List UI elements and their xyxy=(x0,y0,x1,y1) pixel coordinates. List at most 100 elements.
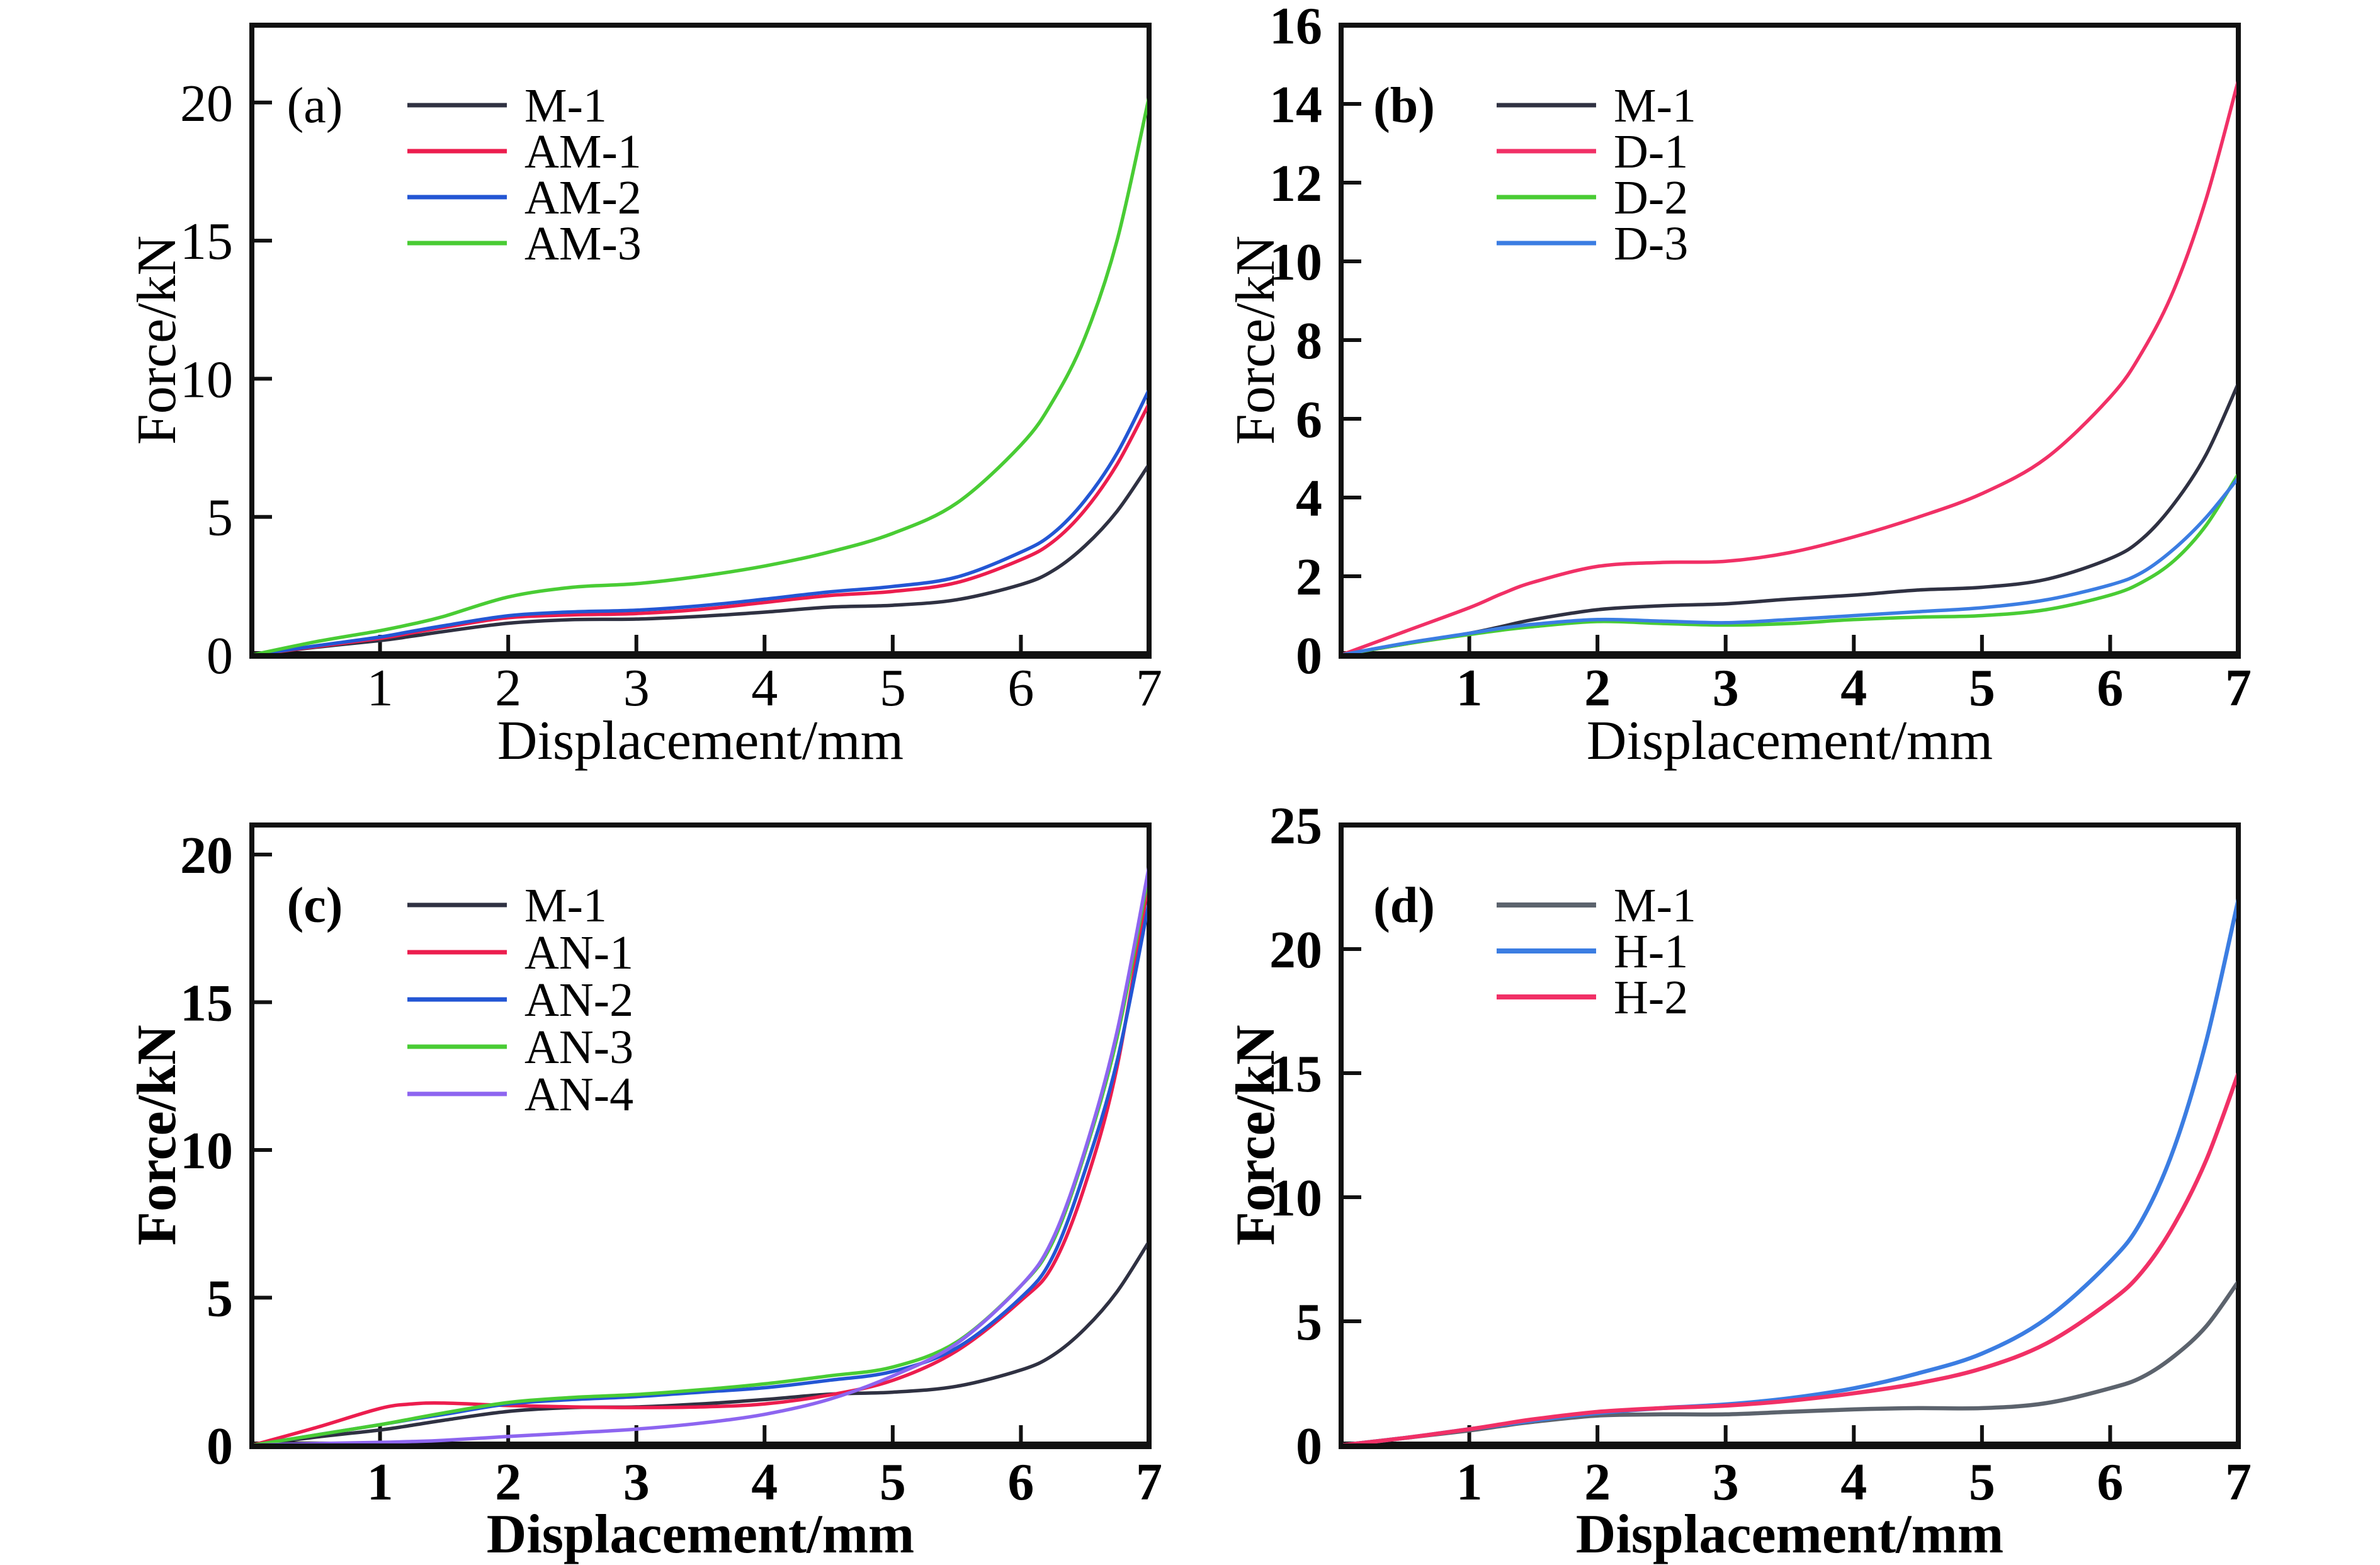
x-tick-label: 7 xyxy=(1136,1453,1162,1511)
x-tick-label: 5 xyxy=(1969,659,1995,717)
panel-b: 1 2 3 4 5 6 7 0 2 4 6 8 10 12 14 16 Displacement/mm Force… xyxy=(1190,0,2380,782)
y-tick-label: 0 xyxy=(207,627,233,685)
x-tick-label: 5 xyxy=(880,1453,906,1511)
legend-label-AM-2: AM-2 xyxy=(524,171,642,224)
panel-a: 1 2 3 4 5 6 7 0 5 10 15 20 Displacement/mm Force/kN (a… xyxy=(0,0,1190,782)
curve-AN-2 xyxy=(254,902,1147,1443)
x-tick-label: 4 xyxy=(1840,1453,1867,1511)
legend-label-AN-2: AN-2 xyxy=(524,974,633,1027)
y-tick-label: 10 xyxy=(1269,1169,1322,1227)
y-tick-label: 14 xyxy=(1269,76,1322,134)
curve-D-2 xyxy=(1343,474,2236,653)
x-tick-label: 6 xyxy=(1007,1453,1034,1511)
x-tick-label: 3 xyxy=(623,659,650,717)
x-tick-label: 1 xyxy=(367,659,394,717)
legend-label-M-1: M-1 xyxy=(1614,79,1696,132)
legend-label-AN-3: AN-3 xyxy=(524,1021,633,1074)
panel-d: 1 2 3 4 5 6 7 0 5 10 15 20 25 Displacement/mm Force/kN… xyxy=(1190,783,2380,1565)
x-tick-label: 3 xyxy=(623,1453,650,1511)
x-tick-label: 5 xyxy=(1969,1453,1995,1511)
legend-label-M-1: M-1 xyxy=(1614,879,1696,932)
legend-label-H-1: H-1 xyxy=(1614,925,1688,978)
plot-frame xyxy=(249,822,1152,1448)
y-tick-label: 20 xyxy=(180,826,233,885)
chart-b: 1 2 3 4 5 6 70246810121416Displacement/mmForce… xyxy=(1225,0,2252,771)
y-tick-label: 5 xyxy=(1296,1293,1322,1352)
plot-frame xyxy=(1339,822,2241,1448)
x-axis-label: Displacement/mm xyxy=(497,710,904,771)
x-axis-label: Displacement/mm xyxy=(1576,1504,2003,1565)
y-tick-label: 12 xyxy=(1269,154,1322,213)
y-tick-label: 20 xyxy=(180,74,233,133)
y-tick-label: 5 xyxy=(207,1269,233,1328)
curve-H-1 xyxy=(1343,899,2236,1443)
x-tick-label: 2 xyxy=(1584,1453,1611,1511)
legend-label-D-3: D-3 xyxy=(1614,217,1688,270)
y-tick-label: 0 xyxy=(1296,1417,1322,1476)
curve-M-1 xyxy=(254,1241,1147,1443)
curve-D-1 xyxy=(1343,81,2236,653)
curves-group xyxy=(254,97,1147,653)
y-tick-label: 10 xyxy=(180,1122,233,1180)
y-tick-label: 0 xyxy=(1296,627,1322,685)
legend-label-AM-1: AM-1 xyxy=(524,125,642,178)
legend-label-M-1: M-1 xyxy=(524,79,607,132)
x-tick-label: 4 xyxy=(751,1453,778,1511)
y-axis-label: Force/kN xyxy=(127,1025,188,1245)
y-axis-label: Force/kN xyxy=(1225,236,1286,445)
x-tick-label: 2 xyxy=(495,659,521,717)
legend-label-H-2: H-2 xyxy=(1614,971,1688,1024)
x-tick-label: 3 xyxy=(1713,659,1739,717)
legend-label-AN-4: AN-4 xyxy=(524,1068,633,1121)
y-tick-label: 10 xyxy=(1269,233,1322,292)
x-tick-label: 1 xyxy=(367,1453,394,1511)
x-tick-label: 7 xyxy=(2225,659,2252,717)
y-tick-label: 2 xyxy=(1296,548,1322,606)
legend-label-D-1: D-1 xyxy=(1614,125,1688,178)
curve-D-3 xyxy=(1343,477,2236,653)
y-tick-label: 15 xyxy=(1269,1045,1322,1103)
curve-AN-3 xyxy=(254,873,1147,1443)
curve-AN-4 xyxy=(257,867,1147,1443)
x-tick-label: 7 xyxy=(2225,1453,2252,1511)
x-tick-label: 6 xyxy=(1007,659,1034,717)
x-tick-label: 6 xyxy=(2097,659,2123,717)
x-axis-label: Displacement/mm xyxy=(1587,710,1993,771)
x-tick-label: 6 xyxy=(2097,1453,2123,1511)
curve-M-1 xyxy=(1343,383,2236,653)
y-tick-label: 15 xyxy=(180,974,233,1032)
y-tick-label: 5 xyxy=(207,489,233,547)
x-tick-label: 1 xyxy=(1456,1453,1483,1511)
curves-group xyxy=(1343,81,2236,653)
curve-M-1 xyxy=(254,464,1147,653)
curves-group xyxy=(1343,899,2236,1443)
x-tick-label: 7 xyxy=(1136,659,1162,717)
y-tick-label: 8 xyxy=(1296,312,1322,370)
y-tick-label: 15 xyxy=(180,212,233,271)
curve-AM-2 xyxy=(254,389,1147,653)
panel-label: (d) xyxy=(1373,878,1435,933)
x-tick-label: 2 xyxy=(1584,659,1611,717)
x-axis-label: Displacement/mm xyxy=(487,1504,914,1565)
x-tick-label: 2 xyxy=(495,1453,521,1511)
y-tick-label: 25 xyxy=(1269,797,1322,855)
legend-label-AM-3: AM-3 xyxy=(524,217,642,270)
chart-a: 1 2 3 4 5 6 7 0 5 10 15 20 Displacement/mm Force/kN (a… xyxy=(127,23,1162,771)
x-tick-label: 1 xyxy=(1456,659,1483,717)
x-tick-label: 4 xyxy=(1840,659,1867,717)
y-axis-label: Force/kN xyxy=(1225,1025,1286,1245)
panel-label: (a) xyxy=(287,78,343,134)
x-tick-label: 4 xyxy=(751,659,778,717)
legend-label-M-1: M-1 xyxy=(524,879,607,932)
panel-label: (c) xyxy=(287,878,343,933)
y-tick-label: 4 xyxy=(1296,469,1322,528)
panel-c: 1 2 3 4 5 6 7 0 5 10 15 20 Displacement/mm Force/kN (c… xyxy=(0,783,1190,1565)
curves-group xyxy=(254,867,1147,1443)
y-tick-label: 6 xyxy=(1296,390,1322,449)
y-tick-label: 16 xyxy=(1269,0,1322,55)
y-axis-label: Force/kN xyxy=(127,236,188,445)
legend-label-D-2: D-2 xyxy=(1614,171,1688,224)
chart-c: 1 2 3 4 5 6 7 0 5 10 15 20 Displacement/mm Force/kN (c… xyxy=(127,822,1162,1565)
y-tick-label: 0 xyxy=(207,1417,233,1476)
